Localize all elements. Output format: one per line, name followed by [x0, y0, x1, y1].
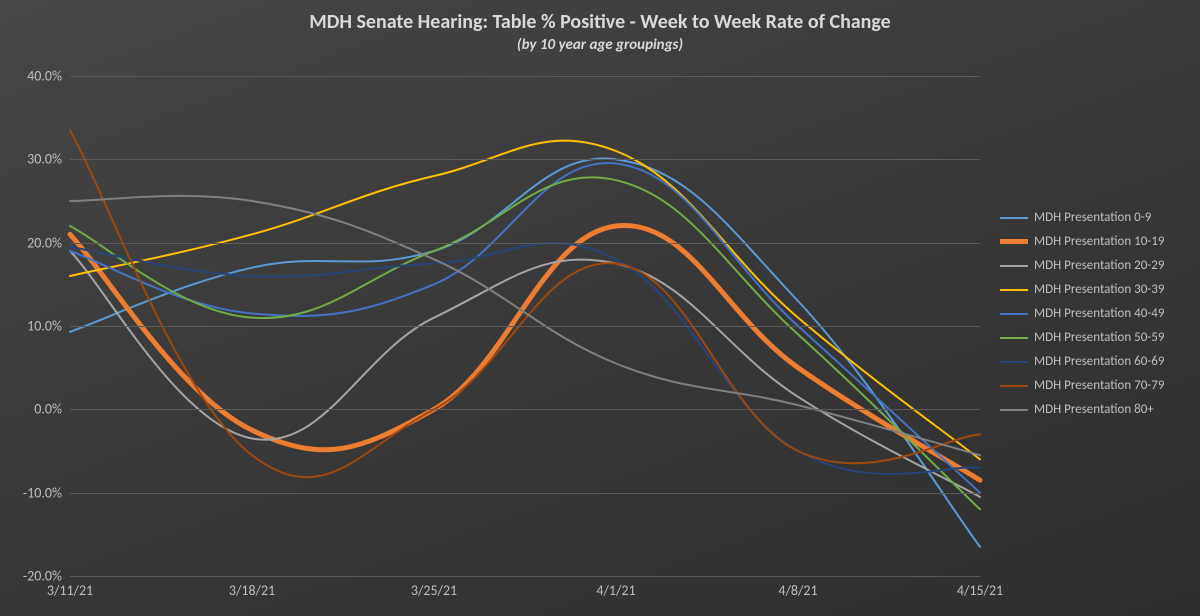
legend-swatch — [1000, 361, 1028, 363]
legend-item: MDH Presentation 10-19 — [1000, 234, 1164, 249]
legend-swatch — [1000, 265, 1028, 267]
legend-item: MDH Presentation 60-69 — [1000, 354, 1164, 369]
series-line — [70, 163, 980, 493]
chart-subtitle: (by 10 year age groupings) — [0, 36, 1200, 54]
x-axis-label: 3/25/21 — [411, 576, 457, 599]
gridline — [70, 326, 980, 327]
x-axis-label: 3/11/21 — [47, 576, 93, 599]
legend-swatch — [1000, 239, 1028, 244]
y-axis-label: -10.0% — [23, 484, 70, 501]
legend: MDH Presentation 0-9 MDH Presentation 10-… — [1000, 210, 1164, 426]
legend-label: MDH Presentation 30-39 — [1034, 282, 1164, 297]
gridline — [70, 493, 980, 494]
legend-item: MDH Presentation 70-79 — [1000, 378, 1164, 393]
x-axis-label: 4/8/21 — [778, 576, 817, 599]
y-axis-label: 10.0% — [27, 318, 70, 335]
legend-label: MDH Presentation 70-79 — [1034, 378, 1164, 393]
series-line — [70, 158, 980, 546]
legend-swatch — [1000, 217, 1028, 219]
legend-item: MDH Presentation 30-39 — [1000, 282, 1164, 297]
legend-item: MDH Presentation 80+ — [1000, 402, 1164, 417]
series-line — [70, 243, 980, 474]
legend-item: MDH Presentation 40-49 — [1000, 306, 1164, 321]
chart-container: MDH Senate Hearing: Table % Positive - W… — [0, 0, 1200, 616]
gridline — [70, 409, 980, 410]
x-axis-label: 3/18/21 — [229, 576, 275, 599]
series-line — [70, 141, 980, 460]
y-axis-label: 20.0% — [27, 234, 70, 251]
legend-item: MDH Presentation 50-59 — [1000, 330, 1164, 345]
legend-label: MDH Presentation 10-19 — [1034, 234, 1164, 249]
legend-label: MDH Presentation 0-9 — [1034, 210, 1151, 225]
gridline — [70, 243, 980, 244]
chart-title: MDH Senate Hearing: Table % Positive - W… — [0, 10, 1200, 34]
y-axis-label: 40.0% — [27, 68, 70, 85]
x-axis-label: 4/15/21 — [957, 576, 1003, 599]
y-axis-label: 0.0% — [34, 401, 70, 418]
y-axis-label: 30.0% — [27, 151, 70, 168]
x-axis-label: 4/1/21 — [596, 576, 635, 599]
gridline — [70, 159, 980, 160]
series-line — [70, 177, 980, 509]
legend-swatch — [1000, 313, 1028, 315]
gridline — [70, 576, 980, 577]
legend-label: MDH Presentation 60-69 — [1034, 354, 1164, 369]
plot-area: 40.0%30.0%20.0%10.0%0.0%-10.0%-20.0%3/11… — [70, 76, 980, 576]
series-line — [70, 251, 980, 497]
legend-label: MDH Presentation 20-29 — [1034, 258, 1164, 273]
legend-item: MDH Presentation 0-9 — [1000, 210, 1164, 225]
legend-label: MDH Presentation 40-49 — [1034, 306, 1164, 321]
gridline — [70, 76, 980, 77]
legend-swatch — [1000, 409, 1028, 411]
legend-item: MDH Presentation 20-29 — [1000, 258, 1164, 273]
legend-swatch — [1000, 337, 1028, 339]
legend-swatch — [1000, 289, 1028, 291]
legend-label: MDH Presentation 80+ — [1034, 402, 1154, 417]
legend-label: MDH Presentation 50-59 — [1034, 330, 1164, 345]
legend-swatch — [1000, 385, 1028, 387]
